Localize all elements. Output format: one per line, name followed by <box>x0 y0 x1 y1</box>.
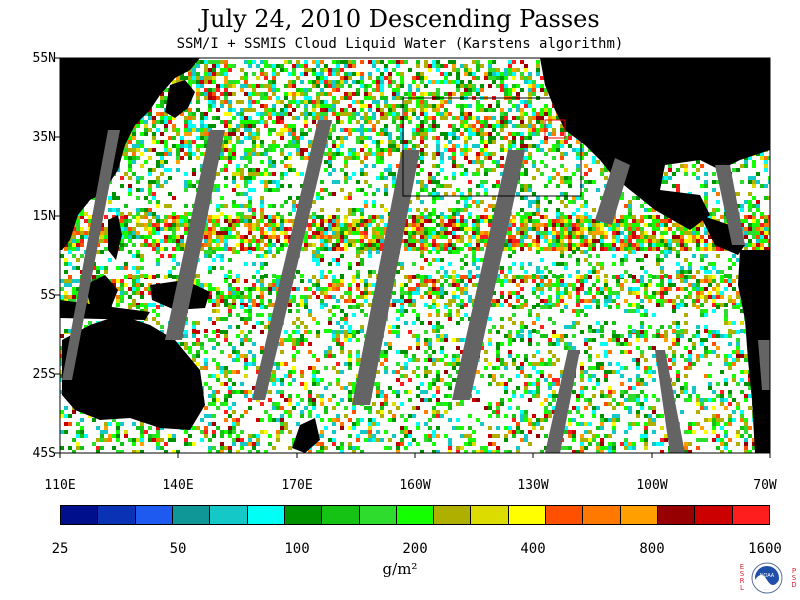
colorbar <box>60 505 770 525</box>
colorbar-segment <box>434 506 472 524</box>
swath-gap-5 <box>452 150 525 400</box>
missing-data-swaths <box>62 120 770 453</box>
lat-label-25s: 25S <box>32 367 56 382</box>
swath-gap-8 <box>655 350 685 453</box>
subregion-box <box>402 97 582 197</box>
lon-label-100w: 100W <box>636 478 668 493</box>
land-asia <box>60 58 200 250</box>
lat-label-35n: 35N <box>32 130 56 145</box>
lon-label-70w: 70W <box>753 478 777 493</box>
noaa-emblem-icon: NOAA <box>751 562 783 594</box>
colorbar-segment <box>135 506 173 524</box>
land-borneo <box>85 275 118 312</box>
lat-label-45s: 45S <box>32 446 56 461</box>
colorbar-segment <box>284 506 323 524</box>
lon-label-110e: 110E <box>44 478 76 493</box>
colorbar-segment <box>359 506 397 524</box>
colorbar-segment <box>658 506 696 524</box>
colorbar-label-100: 100 <box>284 541 310 557</box>
colorbar-segment <box>61 506 99 524</box>
colorbar-segment <box>210 506 248 524</box>
land-north-america <box>540 58 770 230</box>
land-australia <box>62 315 205 430</box>
lon-label-130w: 130W <box>517 478 549 493</box>
swath-gap-4 <box>352 150 420 405</box>
colorbar-segment <box>508 506 547 524</box>
land-japan <box>165 80 195 118</box>
colorbar-segment <box>322 506 360 524</box>
lon-label-160w: 160W <box>399 478 431 493</box>
colorbar-segment <box>247 506 285 524</box>
swath-gap-2 <box>165 130 225 340</box>
lat-label-15n: 15N <box>32 209 56 224</box>
colorbar-segment <box>471 506 509 524</box>
swath-gap-6 <box>545 350 580 453</box>
lat-label-5s: 5S <box>40 288 56 303</box>
swath-gap-7 <box>595 158 630 225</box>
swath-gap-10 <box>758 340 770 390</box>
colorbar-label-25: 25 <box>51 541 69 557</box>
swath-gap-1 <box>62 130 120 380</box>
colorbar-segment <box>620 506 658 524</box>
colorbar-segment <box>98 506 136 524</box>
colorbar-segment <box>732 506 769 524</box>
colorbar-segment <box>583 506 621 524</box>
colorbar-segment <box>172 506 211 524</box>
small-red-box <box>544 119 566 139</box>
colorbar-label-1600: 1600 <box>748 541 782 557</box>
swath-gap-9 <box>715 165 745 245</box>
land-masses <box>60 58 770 453</box>
lon-label-140e: 140E <box>162 478 194 493</box>
colorbar-label-400: 400 <box>520 541 546 557</box>
land-south-america <box>738 250 770 453</box>
colorbar-label-200: 200 <box>402 541 428 557</box>
colorbar-segment <box>546 506 584 524</box>
land-taiwan-philippines <box>108 215 122 260</box>
map-subtitle: SSM/I + SSMIS Cloud Liquid Water (Karste… <box>176 36 624 52</box>
axis-ticks <box>55 57 771 458</box>
land-new-zealand <box>292 418 320 453</box>
colorbar-units: g/m² <box>382 560 418 578</box>
colorbar-label-800: 800 <box>639 541 665 557</box>
swath-gap-3 <box>252 120 332 400</box>
map-title: July 24, 2010 Descending Passes <box>200 5 600 33</box>
lat-label-55n: 55N <box>32 51 56 66</box>
colorbar-label-50: 50 <box>169 541 187 557</box>
colorbar-segment <box>695 506 733 524</box>
colorbar-segment <box>396 506 435 524</box>
lon-label-170e: 170E <box>281 478 313 493</box>
